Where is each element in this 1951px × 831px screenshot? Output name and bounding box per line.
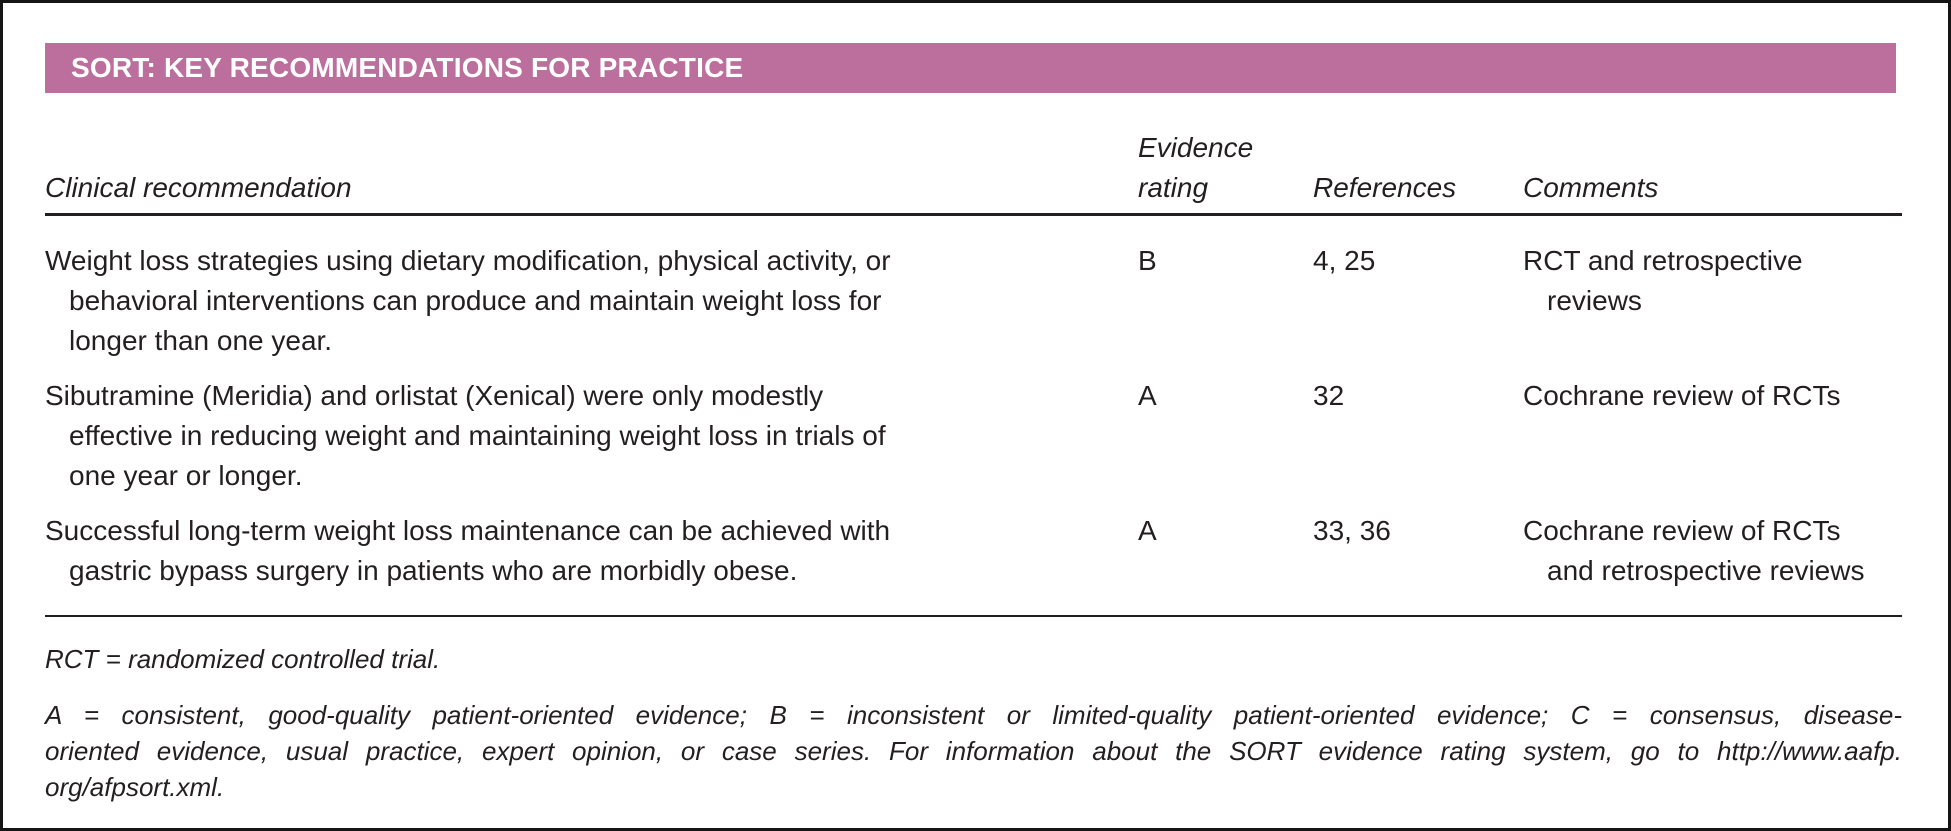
column-header-evidence-rating: Evidence rating <box>1138 132 1254 203</box>
references-cell: 32 <box>1313 380 1345 411</box>
recommendation-cell: Sibutramine (Meridia) and orlistat (Xeni… <box>45 376 1138 496</box>
comments-cell: Cochrane review of RCTs <box>1523 376 1902 496</box>
table-header-row: Clinical recommendation Evidence rating … <box>45 93 1902 216</box>
comment-line: Cochrane review of RCTs <box>1523 515 1841 546</box>
recommendation-line: Successful long-term weight loss mainten… <box>45 515 891 546</box>
evidence-rating-cell: A <box>1138 515 1157 546</box>
table-title: SORT: KEY RECOMMENDATIONS FOR PRACTICE <box>71 52 744 83</box>
comments-cell: Cochrane review of RCTs and retrospectiv… <box>1523 511 1902 591</box>
recommendation-line: Sibutramine (Meridia) and orlistat (Xeni… <box>45 380 824 411</box>
recommendation-line: Weight loss strategies using dietary mod… <box>45 245 891 276</box>
table-bottom-rule <box>45 591 1902 617</box>
column-header-references: References <box>1313 172 1457 203</box>
evidence-rating-cell: A <box>1138 380 1157 411</box>
recommendation-cell: Successful long-term weight loss mainten… <box>45 511 1138 591</box>
recommendation-line: one year or longer. <box>69 460 303 491</box>
evidence-rating-key: A = consistent, good-quality patient-ori… <box>45 697 1902 805</box>
comment-line: and retrospective reviews <box>1547 555 1865 586</box>
recommendation-line: longer than one year. <box>69 325 333 356</box>
references-cell: 33, 36 <box>1313 515 1391 546</box>
comments-cell: RCT and retrospective reviews <box>1523 241 1902 361</box>
abbreviation-note: RCT = randomized controlled trial. <box>45 644 441 674</box>
comment-line: RCT and retrospective <box>1523 245 1803 276</box>
references-cell: 4, 25 <box>1313 245 1376 276</box>
evidence-rating-cell: B <box>1138 245 1157 276</box>
table-title-bar: SORT: KEY RECOMMENDATIONS FOR PRACTICE <box>45 43 1896 93</box>
recommendation-line: gastric bypass surgery in patients who a… <box>69 555 798 586</box>
recommendation-cell: Weight loss strategies using dietary mod… <box>45 241 1138 361</box>
table-row: Weight loss strategies using dietary mod… <box>45 216 1902 361</box>
table-row: Successful long-term weight loss mainten… <box>45 496 1902 591</box>
sort-table: SORT: KEY RECOMMENDATIONS FOR PRACTICE C… <box>45 43 1902 805</box>
column-header-comments: Comments <box>1523 172 1659 203</box>
recommendation-line: effective in reducing weight and maintai… <box>69 420 886 451</box>
comment-line: reviews <box>1547 285 1642 316</box>
rating-key-line: org/afpsort.xml. <box>45 772 225 802</box>
recommendation-line: behavioral interventions can produce and… <box>69 285 882 316</box>
column-header-clinical-recommendation: Clinical recommendation <box>45 172 352 203</box>
comment-line: Cochrane review of RCTs <box>1523 380 1841 411</box>
rating-key-line: A = consistent, good-quality patient-ori… <box>45 700 1902 730</box>
table-row: Sibutramine (Meridia) and orlistat (Xeni… <box>45 361 1902 496</box>
rating-key-line: oriented evidence, usual practice, exper… <box>45 736 1902 766</box>
